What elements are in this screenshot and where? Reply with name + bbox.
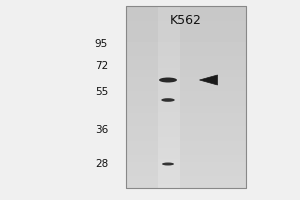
Ellipse shape [161, 98, 175, 102]
Text: 72: 72 [95, 61, 108, 71]
Ellipse shape [159, 77, 177, 82]
Ellipse shape [162, 162, 174, 166]
Text: K562: K562 [170, 14, 202, 27]
FancyBboxPatch shape [126, 6, 246, 188]
Text: 55: 55 [95, 87, 108, 97]
Text: 95: 95 [95, 39, 108, 49]
Text: 36: 36 [95, 125, 108, 135]
Polygon shape [200, 75, 217, 85]
Text: 28: 28 [95, 159, 108, 169]
